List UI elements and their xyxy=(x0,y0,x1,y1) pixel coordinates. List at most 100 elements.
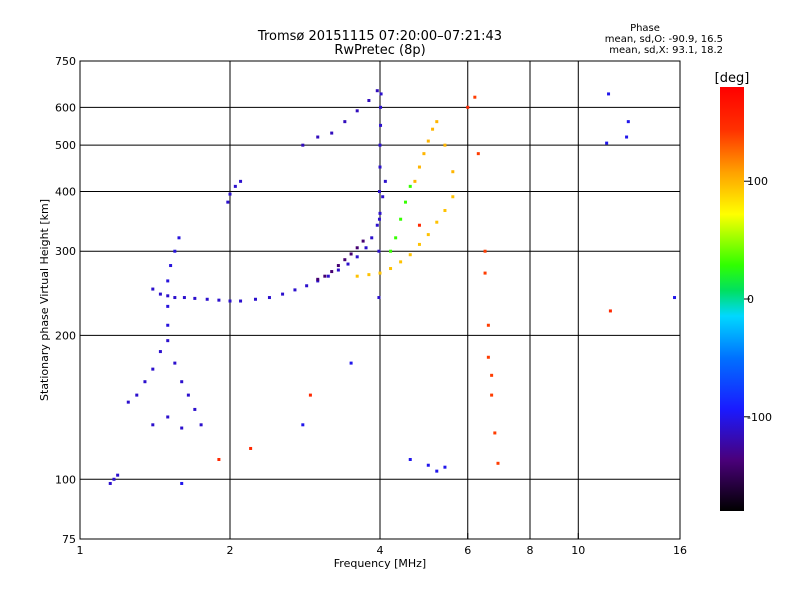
data-point xyxy=(403,200,407,204)
data-point xyxy=(422,152,426,156)
x-tick-label: 2 xyxy=(227,544,234,557)
data-point xyxy=(483,249,487,253)
data-point xyxy=(435,120,439,124)
x-tick-label: 10 xyxy=(571,544,585,557)
data-point xyxy=(431,127,435,131)
y-axis-label: Stationary phase Virtual Height [km] xyxy=(38,199,51,401)
data-point xyxy=(417,242,421,246)
data-point xyxy=(383,179,387,183)
data-point xyxy=(177,236,181,240)
data-point xyxy=(426,139,430,143)
data-point xyxy=(451,195,455,199)
data-point xyxy=(305,284,309,288)
data-point xyxy=(389,267,393,271)
data-point xyxy=(151,423,155,427)
data-point xyxy=(166,339,170,343)
data-point xyxy=(343,120,347,124)
data-point xyxy=(399,217,403,221)
data-point xyxy=(228,192,232,196)
data-point xyxy=(126,400,130,404)
data-point xyxy=(180,380,184,384)
data-point xyxy=(625,135,629,139)
data-point xyxy=(108,481,112,485)
data-point xyxy=(435,220,439,224)
data-point xyxy=(377,296,381,300)
data-point xyxy=(346,262,350,266)
data-point xyxy=(483,271,487,275)
data-point xyxy=(426,463,430,467)
data-point xyxy=(349,252,353,256)
data-point xyxy=(166,304,170,308)
data-point xyxy=(378,211,382,215)
data-point xyxy=(379,92,383,96)
data-point xyxy=(228,299,232,303)
colorbar-tick-label: 100 xyxy=(747,175,768,188)
data-point xyxy=(316,277,320,281)
data-point xyxy=(180,481,184,485)
chart-subtitle: RwPretec (8p) xyxy=(334,43,425,58)
data-point xyxy=(378,271,382,275)
data-point xyxy=(249,446,253,450)
data-point xyxy=(143,380,147,384)
x-tick-labels: 1 2 4 6 8 10 16 xyxy=(77,533,687,557)
colorbar-ticks: 100 0 -100 xyxy=(744,175,772,424)
x-tick-label: 1 xyxy=(77,544,84,557)
data-point xyxy=(233,184,237,188)
data-point xyxy=(116,473,120,477)
colorbar xyxy=(720,87,744,511)
data-point xyxy=(496,461,500,465)
data-point xyxy=(281,292,285,296)
data-point xyxy=(267,296,271,300)
data-point xyxy=(476,152,480,156)
y-tick-label: 600 xyxy=(55,101,76,114)
data-point xyxy=(355,246,359,250)
data-point xyxy=(379,123,383,127)
data-point xyxy=(330,270,334,274)
data-point xyxy=(293,288,297,292)
data-point xyxy=(316,135,320,139)
data-point xyxy=(199,423,203,427)
colorbar-tick-label: -100 xyxy=(747,411,772,424)
data-point xyxy=(626,120,630,124)
data-point xyxy=(417,165,421,169)
data-point xyxy=(301,423,305,427)
grid-lines xyxy=(80,61,680,539)
y-tick-label: 200 xyxy=(55,329,76,342)
y-tick-label: 750 xyxy=(55,55,76,68)
stats-x-line: mean, sd,X: 93.1, 18.2 xyxy=(609,45,723,56)
data-point xyxy=(375,223,379,227)
data-point xyxy=(135,393,139,397)
data-point xyxy=(180,426,184,430)
data-point xyxy=(490,373,494,377)
data-point xyxy=(308,393,312,397)
data-point xyxy=(426,233,430,237)
x-tick-label: 8 xyxy=(527,544,534,557)
data-point xyxy=(166,323,170,327)
data-points xyxy=(108,89,677,485)
data-point xyxy=(330,131,334,135)
data-point xyxy=(169,264,173,268)
data-point xyxy=(417,223,421,227)
y-tick-label: 100 xyxy=(55,473,76,486)
data-point xyxy=(493,431,497,435)
data-point xyxy=(443,209,447,213)
data-point xyxy=(370,236,374,240)
data-point xyxy=(399,260,403,264)
data-point xyxy=(239,179,243,183)
data-point xyxy=(186,393,190,397)
y-tick-label: 300 xyxy=(55,245,76,258)
data-point xyxy=(253,297,257,301)
x-tick-label: 4 xyxy=(377,544,384,557)
data-point xyxy=(413,179,417,183)
data-point xyxy=(443,465,447,469)
chart-title: Tromsø 20151115 07:20:00–07:21:43 xyxy=(257,29,502,44)
x-tick-label: 16 xyxy=(673,544,687,557)
data-point xyxy=(166,279,170,283)
data-point xyxy=(408,457,412,461)
data-point xyxy=(173,361,177,365)
data-point xyxy=(205,297,209,301)
y-tick-label: 400 xyxy=(55,185,76,198)
y-tick-label: 75 xyxy=(62,533,76,546)
data-point xyxy=(301,143,305,147)
data-point xyxy=(158,350,162,354)
